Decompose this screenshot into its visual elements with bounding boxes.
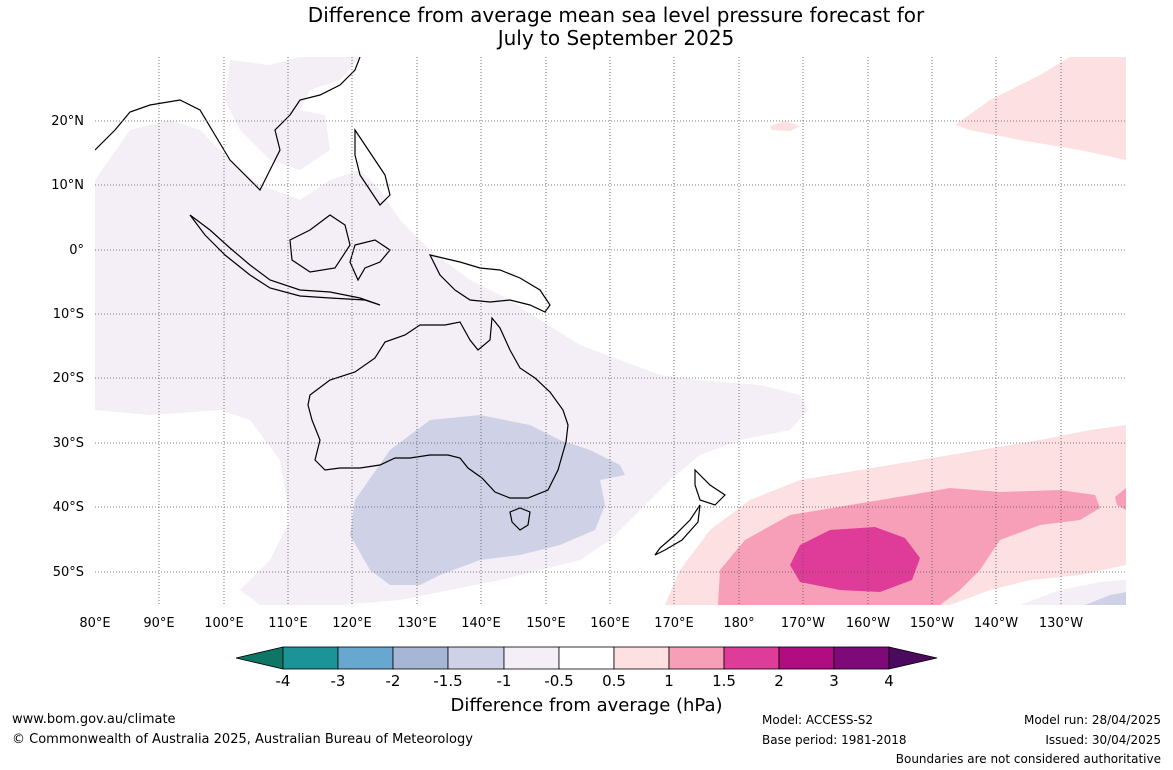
issued-date: Issued: 30/04/2025: [1045, 733, 1161, 747]
tasmania-coast: [509, 507, 531, 531]
lon-label: 130°E: [397, 616, 437, 631]
map-plot-area: [95, 57, 1126, 605]
colorbar-tick: 3: [829, 672, 839, 690]
lon-label: 120°E: [332, 616, 372, 631]
lon-label: 160°E: [590, 616, 630, 631]
lat-label: 20°S: [53, 371, 84, 386]
lon-label: 90°E: [143, 616, 174, 631]
philippines-coast: [354, 128, 391, 206]
colorbar-low-extend: [235, 646, 284, 670]
colorbar-segment: [503, 646, 560, 670]
lon-label: 140°E: [461, 616, 501, 631]
copyright-notice: © Commonwealth of Australia 2025, Austra…: [12, 732, 473, 747]
sulawesi-coast: [349, 239, 391, 282]
lon-label: 180°: [723, 616, 754, 631]
lon-label: 170°E: [654, 616, 694, 631]
colorbar-tick: -1: [497, 672, 512, 690]
borneo-coast: [289, 214, 351, 273]
model-name: Model: ACCESS-S2: [762, 713, 874, 727]
colorbar-title: Difference from average (hPa): [450, 695, 723, 716]
colorbar-segment: [668, 646, 725, 670]
lon-label: 130°W: [1039, 616, 1083, 631]
lat-label: 30°S: [53, 436, 84, 451]
colorbar-segment: [392, 646, 449, 670]
negative-anomaly-light-region: [95, 120, 808, 605]
longitude-axis-labels: 80°E 90°E 100°E 110°E 120°E 130°E 140°E …: [79, 616, 1083, 631]
new-zealand-south-coast: [654, 504, 701, 556]
new-guinea-coast: [428, 254, 551, 313]
colorbar-tick: -3: [331, 672, 346, 690]
model-run-date: Model run: 28/04/2025: [1023, 713, 1161, 727]
lat-label: 50°S: [53, 565, 84, 580]
lat-label: 10°N: [51, 178, 84, 193]
lon-label: 100°E: [204, 616, 244, 631]
latitude-axis-labels: 20°N 10°N 0° 10°S 20°S 30°S 40°S 50°S: [51, 114, 84, 580]
positive-anomaly-strong-region: [790, 527, 920, 592]
source-url: www.bom.gov.au/climate: [12, 712, 176, 727]
colorbar-tick-labels: -4 -3 -2 -1.5 -1 -0.5 0.5 1 1.5 2 3 4: [276, 672, 894, 690]
colorbar-segment: [723, 646, 780, 670]
australia-coast: [307, 316, 569, 499]
colorbar-tick: 1.5: [712, 672, 736, 690]
colorbar-segment: [778, 646, 835, 670]
graticule: [95, 57, 1126, 605]
colorbar-tick: 0.5: [602, 672, 626, 690]
colorbar-tick: -2: [386, 672, 401, 690]
colorbar-tick: 1: [664, 672, 674, 690]
negative-anomaly-mid-region: [350, 415, 625, 585]
colorbar-segment: [337, 646, 394, 670]
colorbar-tick: -4: [276, 672, 291, 690]
sumatra-java-coast: [189, 214, 381, 306]
lat-label: 0°: [69, 243, 84, 258]
boundary-disclaimer: Boundaries are not considered authoritat…: [895, 752, 1161, 766]
colorbar-segment: [447, 646, 505, 670]
coastlines: [95, 57, 726, 556]
lon-label: 170°W: [781, 616, 825, 631]
lon-label: 140°W: [974, 616, 1018, 631]
map-title: Difference from average mean sea level p…: [0, 4, 1173, 50]
lat-label: 40°S: [53, 500, 84, 515]
title-line-1: Difference from average mean sea level p…: [307, 3, 925, 27]
colorbar-segment: [282, 646, 339, 670]
lon-label: 150°W: [910, 616, 954, 631]
colorbar-segment: [613, 646, 670, 670]
lon-label: 150°E: [526, 616, 566, 631]
base-period: Base period: 1981-2018: [762, 733, 907, 747]
colorbar-segment: [558, 646, 615, 670]
colorbar: [235, 646, 938, 670]
lat-label: 10°S: [53, 307, 84, 322]
negative-anomaly-light-west: [95, 260, 130, 355]
indochina-coast: [95, 57, 361, 192]
colorbar-tick: -0.5: [544, 672, 573, 690]
colorbar-tick: 2: [774, 672, 784, 690]
negative-anomaly-light-north: [225, 57, 360, 170]
new-zealand-north-coast: [694, 468, 726, 506]
positive-anomaly-mid-edge: [1115, 488, 1126, 510]
colorbar-high-extend: [888, 646, 938, 670]
positive-anomaly-light-small: [770, 121, 800, 131]
colorbar-tick: -1.5: [433, 672, 462, 690]
negative-anomaly-light-southeast: [1020, 580, 1126, 605]
colorbar-tick: 4: [884, 672, 894, 690]
colorbar-segment: [833, 646, 890, 670]
lon-label: 110°E: [268, 616, 308, 631]
positive-anomaly-light-north-pacific: [955, 57, 1126, 160]
negative-anomaly-mid-southeast: [1085, 592, 1126, 605]
title-line-2: July to September 2025: [497, 26, 735, 50]
lon-label: 80°E: [79, 616, 110, 631]
lon-label: 160°W: [846, 616, 890, 631]
lat-label: 20°N: [51, 114, 84, 129]
